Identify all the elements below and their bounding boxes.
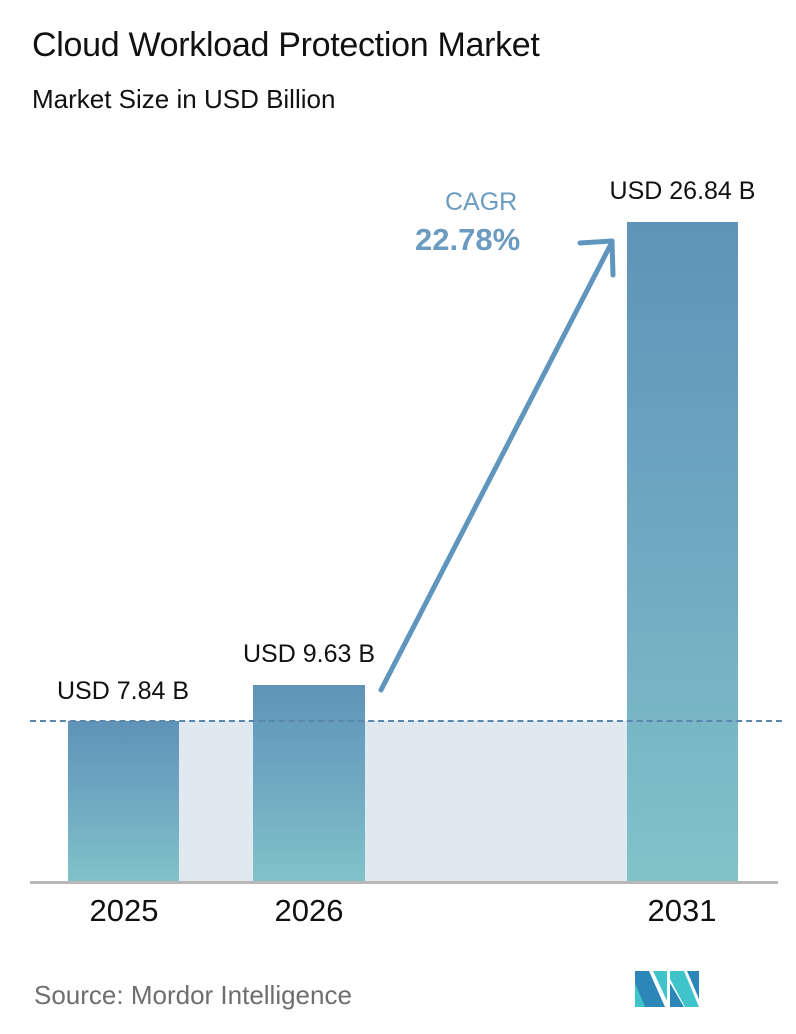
bar-value-label-2026: USD 9.63 B	[242, 640, 375, 668]
x-axis-line	[30, 881, 778, 884]
x-tick-2031: 2031	[647, 893, 717, 928]
bar-value-label-2025: USD 7.84 B	[56, 677, 189, 705]
mordor-intelligence-logo-icon	[635, 971, 699, 1007]
x-tick-2025: 2025	[89, 893, 159, 928]
chart-title: Cloud Workload Protection Market	[32, 26, 540, 64]
x-tick-2026: 2026	[274, 893, 344, 928]
chart-subtitle: Market Size in USD Billion	[32, 84, 336, 114]
source-text: Source: Mordor Intelligence	[34, 980, 352, 1010]
bar-2025	[68, 721, 179, 882]
bar-value-label-2031: USD 26.84 B	[609, 177, 756, 205]
cagr-label: CAGR	[445, 188, 518, 216]
bar-2031	[627, 222, 738, 882]
reference-dashed-line	[30, 720, 782, 722]
cagr-value: 22.78%	[415, 222, 521, 257]
bar-2026	[253, 685, 365, 882]
